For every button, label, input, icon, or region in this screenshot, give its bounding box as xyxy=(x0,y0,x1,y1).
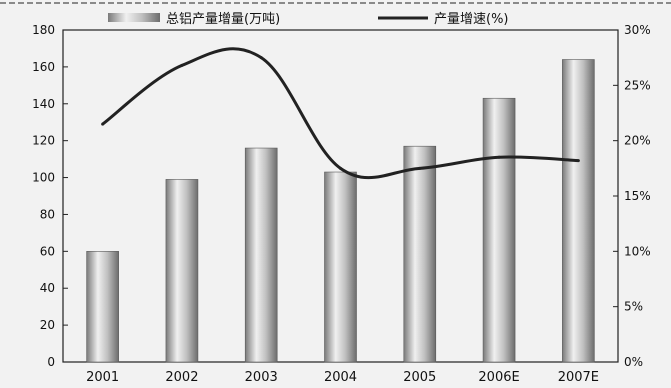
line-series xyxy=(101,47,580,180)
left-tick-label: 160 xyxy=(32,60,55,74)
line-point xyxy=(576,159,580,163)
left-tick-label: 60 xyxy=(40,244,55,258)
right-tick-label: 0% xyxy=(624,355,643,369)
right-tick-label: 20% xyxy=(624,134,651,148)
left-tick-label: 40 xyxy=(40,281,55,295)
left-axis: 0 20 40 60 80 100 120 140 160 180 xyxy=(32,23,68,369)
right-tick-label: 15% xyxy=(624,189,651,203)
left-tick-label: 0 xyxy=(47,355,55,369)
x-tick-label: 2005 xyxy=(403,370,436,385)
left-tick-label: 100 xyxy=(32,171,55,185)
legend-line-label: 产量增速(%) xyxy=(434,12,509,27)
right-tick-label: 25% xyxy=(624,78,651,92)
x-axis: 2001 2002 2003 2004 2005 2006E 2007E xyxy=(86,370,599,385)
x-tick-label: 2001 xyxy=(86,370,119,385)
line-point xyxy=(259,56,263,60)
bar xyxy=(165,179,199,363)
line-point xyxy=(339,166,342,170)
right-tick-label: 10% xyxy=(624,244,651,258)
legend-bar-swatch xyxy=(108,13,160,22)
left-tick-label: 180 xyxy=(32,23,55,37)
x-tick-label: 2007E xyxy=(558,370,599,385)
legend: 总铝产量增量(万吨) 产量增速(%) xyxy=(108,12,509,27)
bar xyxy=(403,145,437,363)
left-tick-label: 140 xyxy=(32,97,55,111)
left-tick-label: 80 xyxy=(40,207,55,221)
bar-series xyxy=(86,59,595,363)
line-point xyxy=(180,63,184,67)
right-tick-label: 30% xyxy=(624,23,651,37)
legend-bar-label: 总铝产量增量(万吨) xyxy=(166,12,280,27)
bar xyxy=(86,251,119,363)
left-tick-label: 120 xyxy=(32,134,55,148)
x-tick-label: 2002 xyxy=(165,370,198,385)
bar xyxy=(562,59,595,363)
x-tick-label: 2003 xyxy=(245,370,278,385)
right-tick-label: 5% xyxy=(624,300,643,314)
line-point xyxy=(418,166,422,170)
x-tick-label: 2004 xyxy=(324,370,357,385)
line-point xyxy=(497,155,501,159)
bar xyxy=(482,97,516,363)
bar xyxy=(324,171,357,363)
x-tick-label: 2006E xyxy=(478,370,519,385)
line-point xyxy=(101,122,105,126)
right-axis: 0% 5% 10% 15% 20% 25% 30% xyxy=(613,23,651,369)
bar xyxy=(244,147,278,363)
left-tick-label: 20 xyxy=(40,318,55,332)
